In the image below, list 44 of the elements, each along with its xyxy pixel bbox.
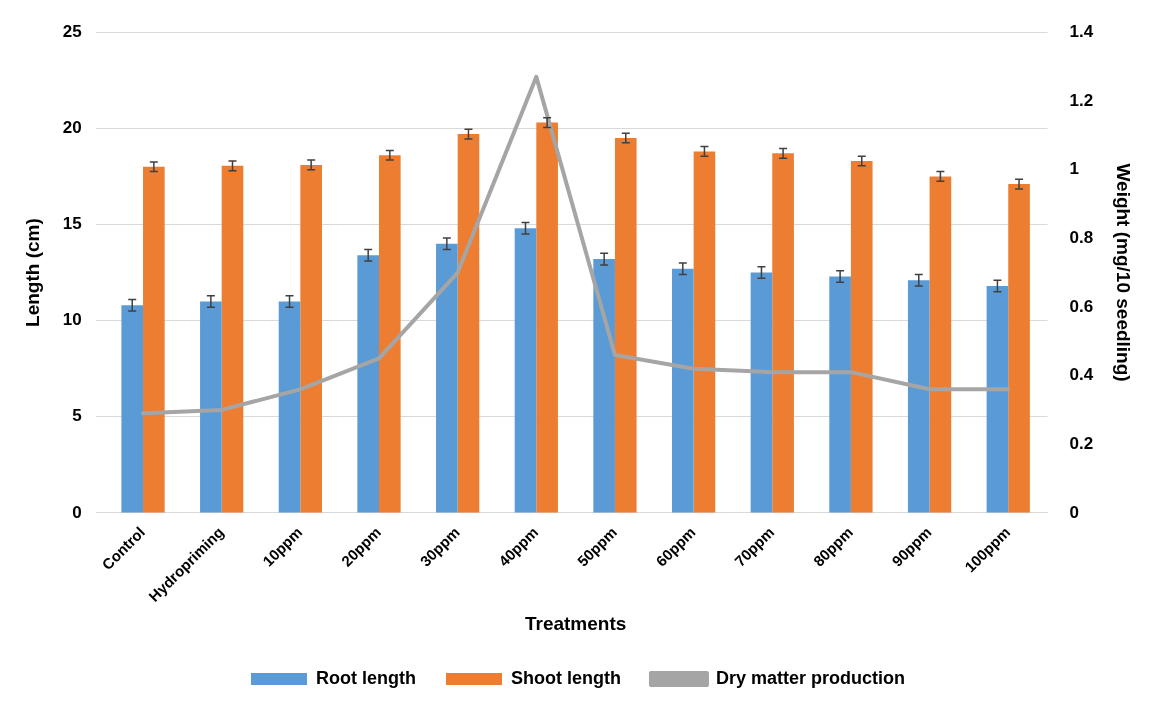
bar	[357, 255, 379, 513]
bar	[436, 243, 458, 513]
y-tick-label: 0	[72, 502, 82, 522]
bar	[929, 176, 952, 513]
bar	[986, 286, 1009, 513]
y2-tick-label: 0.8	[1069, 227, 1094, 247]
bar	[850, 161, 873, 513]
y-tick-label: 20	[62, 118, 82, 138]
bar	[772, 153, 794, 513]
y-axis-title: Length (cm)	[21, 218, 43, 327]
bar	[614, 137, 637, 513]
bar	[143, 166, 165, 513]
bar	[750, 272, 773, 513]
y2-tick-label: 0.2	[1069, 433, 1094, 453]
bar	[300, 164, 322, 513]
y2-tick-label: 1.2	[1069, 90, 1094, 110]
y2-tick-label: 0	[1069, 502, 1080, 522]
y-tick-label: 5	[72, 406, 82, 426]
bar	[221, 165, 244, 513]
legend-label: Dry matter production	[715, 667, 905, 688]
x-axis-title: Treatments	[524, 612, 627, 634]
bar	[671, 268, 694, 513]
y2-tick-label: 1.4	[1069, 21, 1094, 41]
bar	[907, 280, 930, 513]
bar	[593, 259, 615, 513]
bar	[278, 301, 301, 513]
bar	[693, 151, 716, 513]
bar	[457, 134, 480, 513]
bar	[829, 276, 851, 513]
legend-label: Root length	[316, 667, 416, 688]
y2-axis-title: Weight (mg/10 seedling)	[1113, 163, 1135, 382]
bar	[1008, 184, 1030, 513]
y2-tick-label: 1	[1069, 159, 1080, 179]
bar	[536, 122, 558, 513]
bar	[514, 228, 537, 513]
bar	[200, 301, 222, 513]
legend-label: Shoot length	[510, 667, 621, 688]
bar	[121, 305, 144, 513]
y-tick-label: 10	[62, 310, 82, 330]
y2-tick-label: 0.4	[1069, 365, 1094, 385]
y-tick-label: 25	[62, 21, 82, 41]
y-tick-label: 15	[62, 214, 82, 234]
bar	[379, 155, 401, 513]
y2-tick-label: 0.6	[1069, 296, 1094, 316]
